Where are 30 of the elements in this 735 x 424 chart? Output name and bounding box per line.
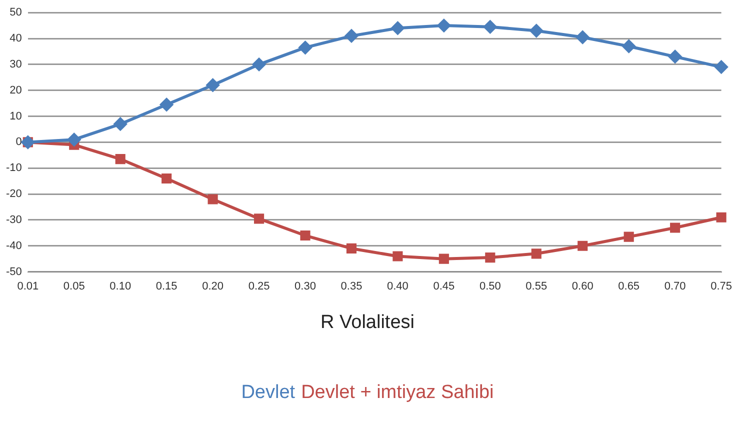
x-tick-label: 0.20: [202, 280, 224, 292]
x-tick-label: 0.10: [110, 280, 132, 292]
y-tick-label: 0: [16, 136, 22, 148]
y-tick-label: 40: [10, 32, 22, 45]
x-tick-label: 0.40: [387, 280, 408, 292]
x-tick-label: 0.01: [17, 280, 39, 292]
y-tick-label: 20: [10, 84, 22, 96]
y-tick-label: 30: [10, 58, 22, 70]
x-tick-label: 0.70: [664, 280, 686, 292]
y-tick-label: -20: [6, 188, 22, 200]
y-tick-label: -40: [6, 240, 22, 252]
x-tick-label: 0.25: [248, 280, 270, 292]
x-tick-label: 0.05: [63, 280, 85, 292]
x-tick-label: 0.15: [156, 280, 178, 292]
x-tick-label: 0.60: [572, 280, 594, 292]
x-tick-label: 0.30: [294, 280, 316, 292]
text: Devlet: [241, 382, 296, 403]
text: Devlet + imtiyaz Sahibi: [301, 382, 494, 403]
x-tick-label: 0.35: [340, 280, 362, 292]
x-tick-label: 0.75: [710, 280, 732, 292]
x-tick-label: 0.50: [479, 280, 501, 292]
x-axis-title: R Volalitesi: [320, 312, 416, 334]
x-tick-label: 0.65: [618, 280, 640, 292]
y-tick-label: -50: [6, 266, 22, 278]
x-tick-label: 0.45: [433, 280, 455, 292]
y-tick-label: 10: [10, 110, 22, 122]
y-tick-label: -30: [6, 214, 22, 226]
y-tick-label: 50: [10, 6, 22, 19]
x-tick-label: 0.55: [526, 280, 548, 292]
y-tick-label: -10: [6, 162, 22, 174]
